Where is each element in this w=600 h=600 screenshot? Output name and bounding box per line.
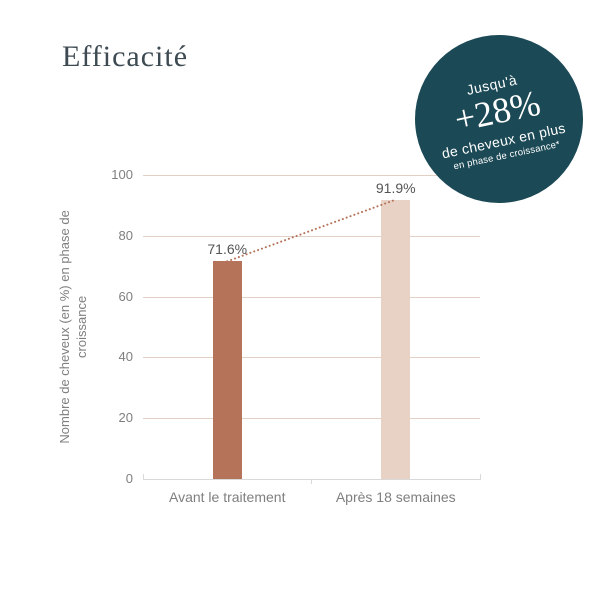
gridline [143,418,480,420]
gridline [143,175,480,176]
y-tick-label: 20 [118,410,133,426]
bar [212,261,242,479]
x-category-label: Après 18 semaines [335,489,456,505]
bar-value-label: 71.6% [207,241,248,258]
y-tick-label: 80 [118,227,133,243]
y-tick-label: 0 [125,471,133,486]
y-tick-label: 40 [118,349,133,365]
y-tick-label: 100 [111,167,133,182]
y-tick-label: 60 [118,288,133,304]
gridline [143,357,480,359]
gridline [143,235,480,237]
axis-tick [480,474,481,479]
gridline [143,296,480,298]
badge-text: Jusqu'à +28% de cheveux en plus en phase… [428,64,569,174]
bar [381,199,411,479]
x-category-label: Avant le traitement [169,489,286,505]
x-axis-line [143,479,481,480]
axis-tick [311,479,312,484]
bar-value-label: 91.9% [375,179,416,196]
page-title: Efficacité [62,40,189,73]
axis-tick [143,474,144,479]
promo-badge: Jusqu'à +28% de cheveux en plus en phase… [415,35,583,203]
